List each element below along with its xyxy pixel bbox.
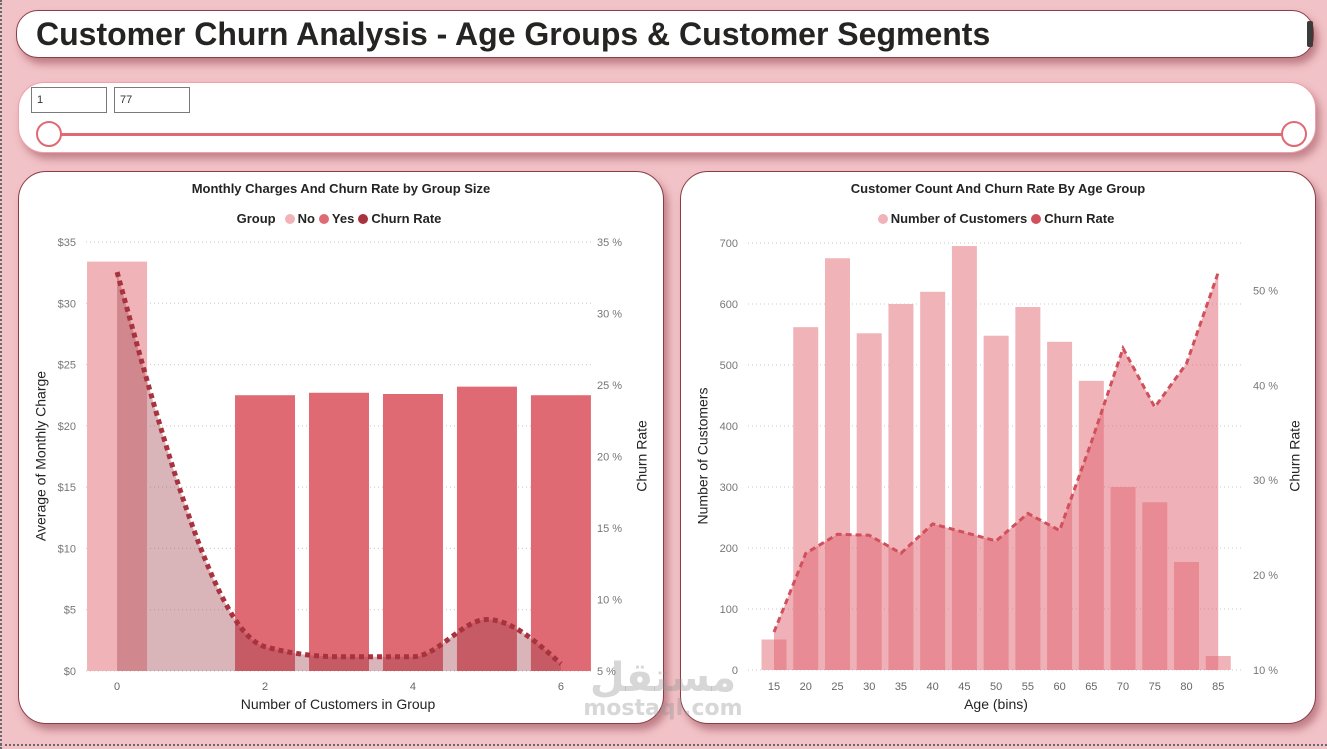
y2-tick-label: 40 %	[1253, 380, 1278, 392]
bar-yes	[309, 392, 369, 671]
x-tick-label: 80	[1180, 681, 1192, 693]
y2-axis-title: Churn Rate	[1287, 420, 1303, 492]
y-tick-label: $25	[58, 360, 76, 372]
legend-label: Number of Customers	[890, 211, 1028, 226]
y-tick-label: 500	[720, 360, 738, 372]
page-frame-bottom	[0, 744, 1327, 747]
x-tick-label: 40	[927, 681, 939, 693]
y-tick-label: $20	[58, 421, 76, 433]
x-tick-label: 55	[1022, 681, 1034, 693]
monthly-charges-chart-panel: $0 $5 $10 $15 $20 $25 $30 $35 5 % 10 % 15 % 20 % 25 …	[18, 171, 664, 724]
y-tick-label: $5	[64, 605, 76, 617]
y-tick-label: $30	[58, 298, 76, 310]
legend-title: Group	[236, 211, 276, 226]
legend-item-no[interactable]: No	[284, 211, 315, 226]
legend-item-yes[interactable]: Yes	[318, 211, 355, 226]
age-group-chart-panel: 0 100 200 300 400 500 600 700 10 % 20 % 30 % 40 % 50…	[680, 171, 1316, 724]
chart-title: Monthly Charges And Churn Rate by Group …	[191, 181, 491, 196]
legend-item-number-of-customers[interactable]: Number of Customers	[877, 211, 1028, 226]
y-tick-label: 400	[720, 421, 738, 433]
churn-rate-line	[114, 271, 563, 666]
range-slicer	[18, 82, 1316, 153]
y-tick-label: 200	[720, 543, 738, 555]
legend-item-churn-rate[interactable]: Churn Rate	[1031, 211, 1114, 226]
x-tick-label: 85	[1212, 681, 1224, 693]
range-max-input[interactable]	[114, 87, 190, 113]
age-group-chart: 0 100 200 300 400 500 600 700 10 % 20 % 30 % 40 % 50…	[695, 238, 1303, 712]
x-tick-label: 50	[990, 681, 1002, 693]
slider-track[interactable]	[49, 133, 1294, 136]
legend-dot-icon	[877, 213, 888, 224]
x-axis-title: Age (bins)	[964, 696, 1028, 712]
y2-tick-label: 30 %	[1253, 475, 1278, 487]
x-tick-label: 45	[958, 681, 970, 693]
churn-rate-line	[772, 271, 1220, 633]
header-panel: Customer Churn Analysis - Age Groups & C…	[16, 10, 1314, 58]
x-tick-label: 2	[262, 681, 268, 693]
x-tick-label: 35	[895, 681, 907, 693]
x-tick-label: 0	[114, 681, 120, 693]
page-title: Customer Churn Analysis - Age Groups & C…	[36, 16, 991, 52]
churn-rate-area	[774, 272, 1219, 670]
chart-legend: Number of Customers Churn Rate	[681, 211, 1315, 226]
y-tick-label: 100	[720, 604, 738, 616]
legend-label: Churn Rate	[371, 211, 442, 226]
page-frame-left	[0, 0, 3, 749]
legend-label: Yes	[331, 211, 355, 226]
y2-tick-label: 20 %	[1253, 570, 1278, 582]
y2-axis-title: Churn Rate	[634, 420, 650, 492]
bar-yes	[235, 395, 296, 671]
y2-tick-label: 15 %	[597, 523, 622, 535]
y-axis-title: Number of Customers	[695, 388, 711, 525]
bar-no	[87, 261, 148, 671]
legend-dot-icon	[358, 213, 369, 224]
y2-tick-label: 30 %	[597, 309, 622, 321]
y-tick-label: 700	[720, 238, 738, 250]
legend-dot-icon	[284, 213, 295, 224]
y2-tick-label: 25 %	[597, 380, 622, 392]
y2-tick-label: 10 %	[1253, 665, 1278, 677]
y-tick-label: 300	[720, 482, 738, 494]
range-min-input[interactable]	[31, 87, 107, 113]
x-tick-label: 25	[831, 681, 843, 693]
slider-max-handle[interactable]	[1281, 121, 1307, 147]
monthly-charges-chart: $0 $5 $10 $15 $20 $25 $30 $35 5 % 10 % 15 % 20 % 25 …	[33, 237, 650, 712]
legend-item-churn-rate[interactable]: Churn Rate	[358, 211, 441, 226]
chart-title: Customer Count And Churn Rate By Age Gro…	[850, 181, 1146, 196]
x-tick-label: 70	[1117, 681, 1129, 693]
y2-tick-label: 10 %	[597, 595, 622, 607]
y2-tick-label: 50 %	[1253, 285, 1278, 297]
legend-label: No	[297, 211, 315, 226]
x-tick-label: 6	[558, 681, 564, 693]
bar-yes	[530, 395, 591, 671]
chart-legend: Group No Yes Churn Rate	[19, 211, 663, 226]
y2-tick-label: 5 %	[597, 666, 616, 678]
x-axis-title: Number of Customers in Group	[241, 696, 436, 712]
y-tick-label: 600	[720, 299, 738, 311]
churn-rate-area	[117, 272, 561, 671]
slider-min-handle[interactable]	[36, 121, 62, 147]
y-tick-label: $15	[58, 482, 76, 494]
x-tick-label: 4	[410, 681, 416, 693]
y-tick-label: 0	[732, 665, 738, 677]
y-axis-title: Average of Monthly Charge	[33, 371, 49, 541]
x-tick-label: 20	[800, 681, 812, 693]
x-tick-label: 75	[1149, 681, 1161, 693]
x-tick-label: 15	[768, 681, 780, 693]
x-tick-label: 30	[863, 681, 875, 693]
y-tick-label: $35	[58, 237, 76, 249]
bar-yes	[382, 393, 443, 671]
y-tick-label: $10	[58, 543, 76, 555]
legend-dot-icon	[318, 213, 329, 224]
x-tick-label: 60	[1053, 681, 1065, 693]
legend-label: Churn Rate	[1044, 211, 1115, 226]
y-tick-label: $0	[64, 666, 76, 678]
y2-tick-label: 20 %	[597, 452, 622, 464]
legend-dot-icon	[1031, 213, 1042, 224]
y2-tick-label: 35 %	[597, 237, 622, 249]
scrollbar-thumb[interactable]	[1307, 21, 1313, 47]
x-tick-label: 65	[1085, 681, 1097, 693]
